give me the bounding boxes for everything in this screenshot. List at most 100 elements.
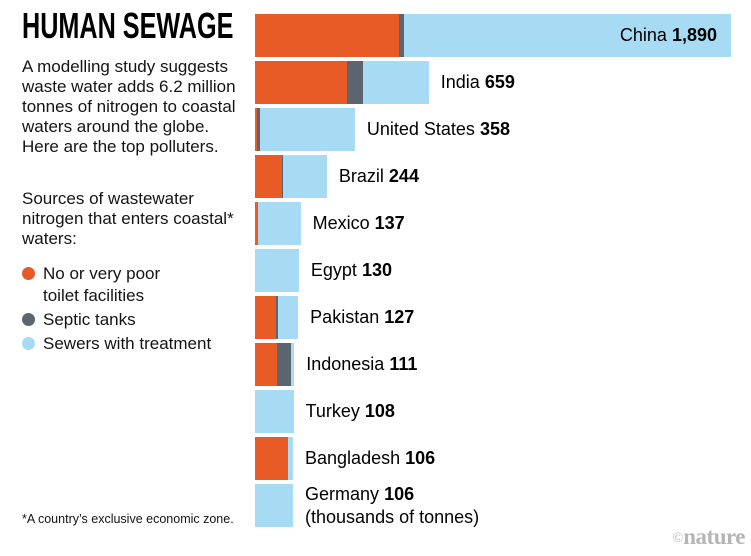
bar-row: Turkey 108 [255,390,751,433]
segment-toilet [255,343,277,386]
bar-row: Egypt 130 [255,249,751,292]
country-name: Indonesia [306,354,385,374]
stacked-bar [255,202,301,245]
segment-toilet [255,61,348,104]
country-name: Egypt [310,260,357,280]
bar-label: Brazil 244 [339,155,419,198]
segment-sewer [255,484,294,527]
legend-bullet-icon [22,313,35,326]
stacked-bar [255,343,295,386]
stacked-bar [255,484,294,527]
bar-label: Pakistan 127 [310,296,414,339]
legend-item: Septic tanks [22,309,244,331]
bar-label: Egypt 130 [311,249,392,292]
segment-sewer [257,202,301,245]
bar-row: United States 358 [255,108,751,151]
bar-label: Germany 106 (thousands of tonnes) [305,484,479,527]
country-value: 1,890 [671,25,717,45]
segment-sewer [403,14,731,57]
nature-logo: nature [683,524,745,549]
stacked-bar [255,390,294,433]
stacked-bar [255,249,299,292]
segment-toilet [255,437,288,480]
bar-row: Bangladesh 106 [255,437,751,480]
segment-sewer [288,437,294,480]
segment-toilet [255,108,257,151]
left-panel: HUMAN SEWAGE A modelling study suggests … [22,8,244,357]
country-name: Turkey [305,401,360,421]
segment-septic [398,14,404,57]
copyright-icon: © [672,531,684,546]
bar-label: India 659 [441,61,515,104]
bar-label: United States 358 [367,108,510,151]
chart-description: A modelling study suggests waste water a… [22,57,236,156]
country-value: 358 [479,119,510,139]
segment-toilet [255,202,258,245]
legend-item: No or very poor toilet facilities [22,263,244,307]
segment-sewer [255,390,294,433]
stacked-bar [255,296,299,339]
stacked-bar [255,14,731,57]
segment-septic [282,155,284,198]
country-value: 111 [389,354,418,374]
bar-label: Bangladesh 106 [305,437,435,480]
nature-credit: ©nature [672,524,746,550]
segment-sewer [283,155,327,198]
segment-sewer [291,343,295,386]
country-value: 106 [405,448,436,468]
country-value: 244 [388,166,419,186]
segment-septic [276,296,279,339]
country-value: 130 [361,260,392,280]
legend-item-label: Sewers with treatment [43,334,212,353]
segment-toilet [255,14,399,57]
segment-toilet [255,155,283,198]
country-name: Germany [305,483,380,504]
footnote: *A country’s exclusive economic zone. [22,512,234,526]
legend-bullet-icon [22,267,35,280]
segment-sewer [278,296,299,339]
bar-row: China 1,890 [255,14,751,57]
bar-label: Indonesia 111 [306,343,417,386]
legend-bullet-icon [22,337,35,350]
legend: No or very poor toilet facilities Septic… [22,263,244,355]
country-name: Bangladesh [305,448,401,468]
bar-label: Mexico 137 [313,202,405,245]
country-value: 659 [484,72,515,92]
segment-septic [347,61,364,104]
legend-item-label: No or very poor toilet facilities [43,264,161,305]
bar-label: China 1,890 [620,14,717,57]
stacked-bar [255,108,355,151]
page-title: HUMAN SEWAGE [22,5,234,46]
stacked-bar [255,437,294,480]
bar-row: Pakistan 127 [255,296,751,339]
legend-intro: Sources of wastewater nitrogen that ente… [22,189,234,248]
stacked-bar [255,155,327,198]
legend-item-label: Septic tanks [43,310,136,329]
segment-sewer [363,61,429,104]
bar-row: Brazil 244 [255,155,751,198]
legend-item: Sewers with treatment [22,333,244,355]
segment-toilet [255,296,277,339]
segment-septic [256,108,261,151]
bar-label: Turkey 108 [306,390,395,433]
bar-row: India 659 [255,61,751,104]
country-name: Mexico [312,213,370,233]
country-value: 108 [364,401,395,421]
country-name: China [619,25,667,45]
country-value: 106 [384,483,415,504]
country-value: 137 [374,213,405,233]
unit-note: (thousands of tonnes) [305,506,480,527]
country-name: India [440,72,480,92]
bar-row: Mexico 137 [255,202,751,245]
segment-septic [276,343,292,386]
segment-sewer [260,108,355,151]
stacked-bar [255,61,429,104]
country-name: Pakistan [310,307,380,327]
bar-row: Indonesia 111 [255,343,751,386]
country-value: 127 [384,307,415,327]
country-name: United States [366,119,475,139]
segment-sewer [255,249,299,292]
bar-row: Germany 106 (thousands of tonnes) [255,484,751,527]
